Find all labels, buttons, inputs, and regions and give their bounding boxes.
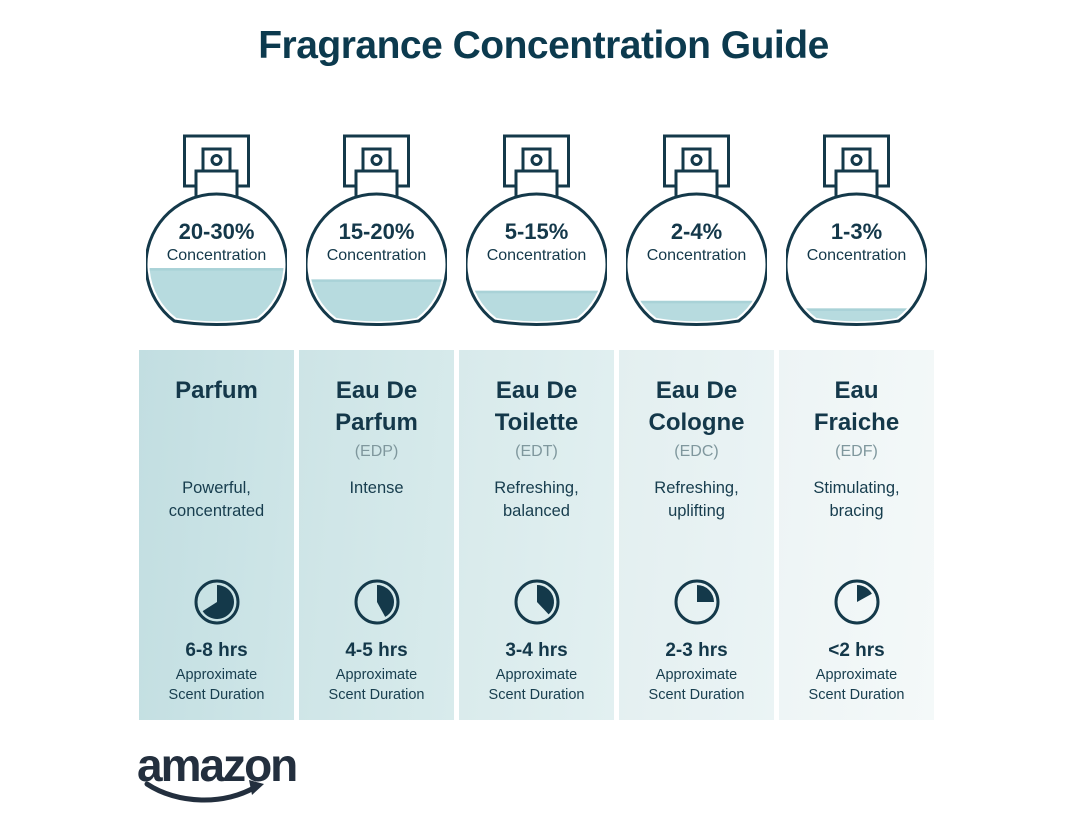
concentration-label: Concentration bbox=[167, 247, 267, 264]
perfume-bottle-icon: 2-4% Concentration bbox=[626, 134, 767, 326]
bottle-eau-de-parfum: 15-20% Concentration bbox=[299, 134, 454, 332]
clock-icon bbox=[834, 579, 879, 625]
info-columns: Parfum Powerful, concentrated 6-8 hrs Ap… bbox=[139, 350, 934, 720]
page-title: Fragrance Concentration Guide bbox=[258, 24, 829, 67]
concentration-value: 2-4% bbox=[671, 219, 722, 244]
bottle-eau-de-toilette: 5-15% Concentration bbox=[459, 134, 614, 332]
concentration-label: Concentration bbox=[647, 247, 747, 264]
duration-label: Approximate Scent Duration bbox=[808, 667, 905, 704]
perfume-bottle-icon: 15-20% Concentration bbox=[306, 134, 447, 326]
perfume-bottle-icon: 20-30% Concentration bbox=[146, 134, 287, 326]
fragrance-abbr: (EDP) bbox=[354, 443, 399, 460]
concentration-label: Concentration bbox=[327, 247, 427, 264]
concentration-value: 15-20% bbox=[339, 219, 415, 244]
column-parfum: Parfum Powerful, concentrated 6-8 hrs Ap… bbox=[139, 350, 294, 720]
concentration-value: 1-3% bbox=[831, 219, 882, 244]
concentration-value: 20-30% bbox=[179, 219, 255, 244]
fragrance-description: Refreshing, balanced bbox=[494, 479, 579, 520]
fragrance-description: Intense bbox=[349, 479, 404, 497]
bottle-eau-de-cologne: 2-4% Concentration bbox=[619, 134, 774, 332]
duration-label: Approximate Scent Duration bbox=[488, 667, 585, 704]
fragrance-description: Powerful, concentrated bbox=[168, 479, 265, 520]
fragrance-abbr: (EDF) bbox=[835, 443, 878, 460]
clock-icon bbox=[194, 579, 239, 625]
column-eau-de-toilette: Eau De Toilette (EDT) Refreshing, balanc… bbox=[459, 350, 614, 720]
perfume-bottle-icon: 5-15% Concentration bbox=[466, 134, 607, 326]
duration-value: <2 hrs bbox=[828, 640, 885, 661]
duration-label: Approximate Scent Duration bbox=[328, 667, 425, 704]
duration-value: 6-8 hrs bbox=[185, 640, 248, 661]
fragrance-name: Parfum bbox=[175, 377, 258, 404]
fragrance-abbr: (EDC) bbox=[674, 443, 719, 460]
column-eau-de-parfum: Eau De Parfum (EDP) Intense 4-5 hrs Appr… bbox=[299, 350, 454, 720]
bottle-eau-fraiche: 1-3% Concentration bbox=[779, 134, 934, 332]
duration-value: 4-5 hrs bbox=[345, 640, 408, 661]
column-eau-fraiche: Eau Fraiche (EDF) Stimulating, bracing <… bbox=[779, 350, 934, 720]
fragrance-name: Eau De Parfum bbox=[335, 377, 418, 436]
duration-value: 2-3 hrs bbox=[665, 640, 728, 661]
fragrance-abbr bbox=[139, 443, 294, 467]
amazon-smile-icon bbox=[144, 780, 264, 803]
fragrance-name: Eau De Toilette bbox=[494, 377, 579, 436]
perfume-bottle-icon: 1-3% Concentration bbox=[786, 134, 927, 326]
clock-icon bbox=[514, 579, 559, 625]
column-eau-de-cologne: Eau De Cologne (EDC) Refreshing, uplifti… bbox=[619, 350, 774, 720]
duration-label: Approximate Scent Duration bbox=[648, 667, 745, 704]
concentration-label: Concentration bbox=[807, 247, 907, 264]
fragrance-description: Refreshing, uplifting bbox=[654, 479, 739, 520]
fragrance-name: Eau Fraiche bbox=[813, 377, 900, 436]
duration-label: Approximate Scent Duration bbox=[168, 667, 265, 704]
duration-value: 3-4 hrs bbox=[505, 640, 568, 661]
bottle-parfum: 20-30% Concentration bbox=[139, 134, 294, 332]
bottles-row: 20-30% Concentration 15-20% Concentratio… bbox=[139, 134, 934, 332]
clock-icon bbox=[674, 579, 719, 625]
amazon-wordmark: amazon bbox=[137, 739, 298, 791]
fragrance-name: Eau De Cologne bbox=[648, 377, 745, 436]
concentration-label: Concentration bbox=[487, 247, 587, 264]
fragrance-abbr: (EDT) bbox=[515, 443, 558, 460]
clock-icon bbox=[354, 579, 399, 625]
concentration-value: 5-15% bbox=[505, 219, 569, 244]
amazon-logo: amazon bbox=[137, 738, 307, 808]
fragrance-description: Stimulating, bracing bbox=[813, 479, 900, 520]
